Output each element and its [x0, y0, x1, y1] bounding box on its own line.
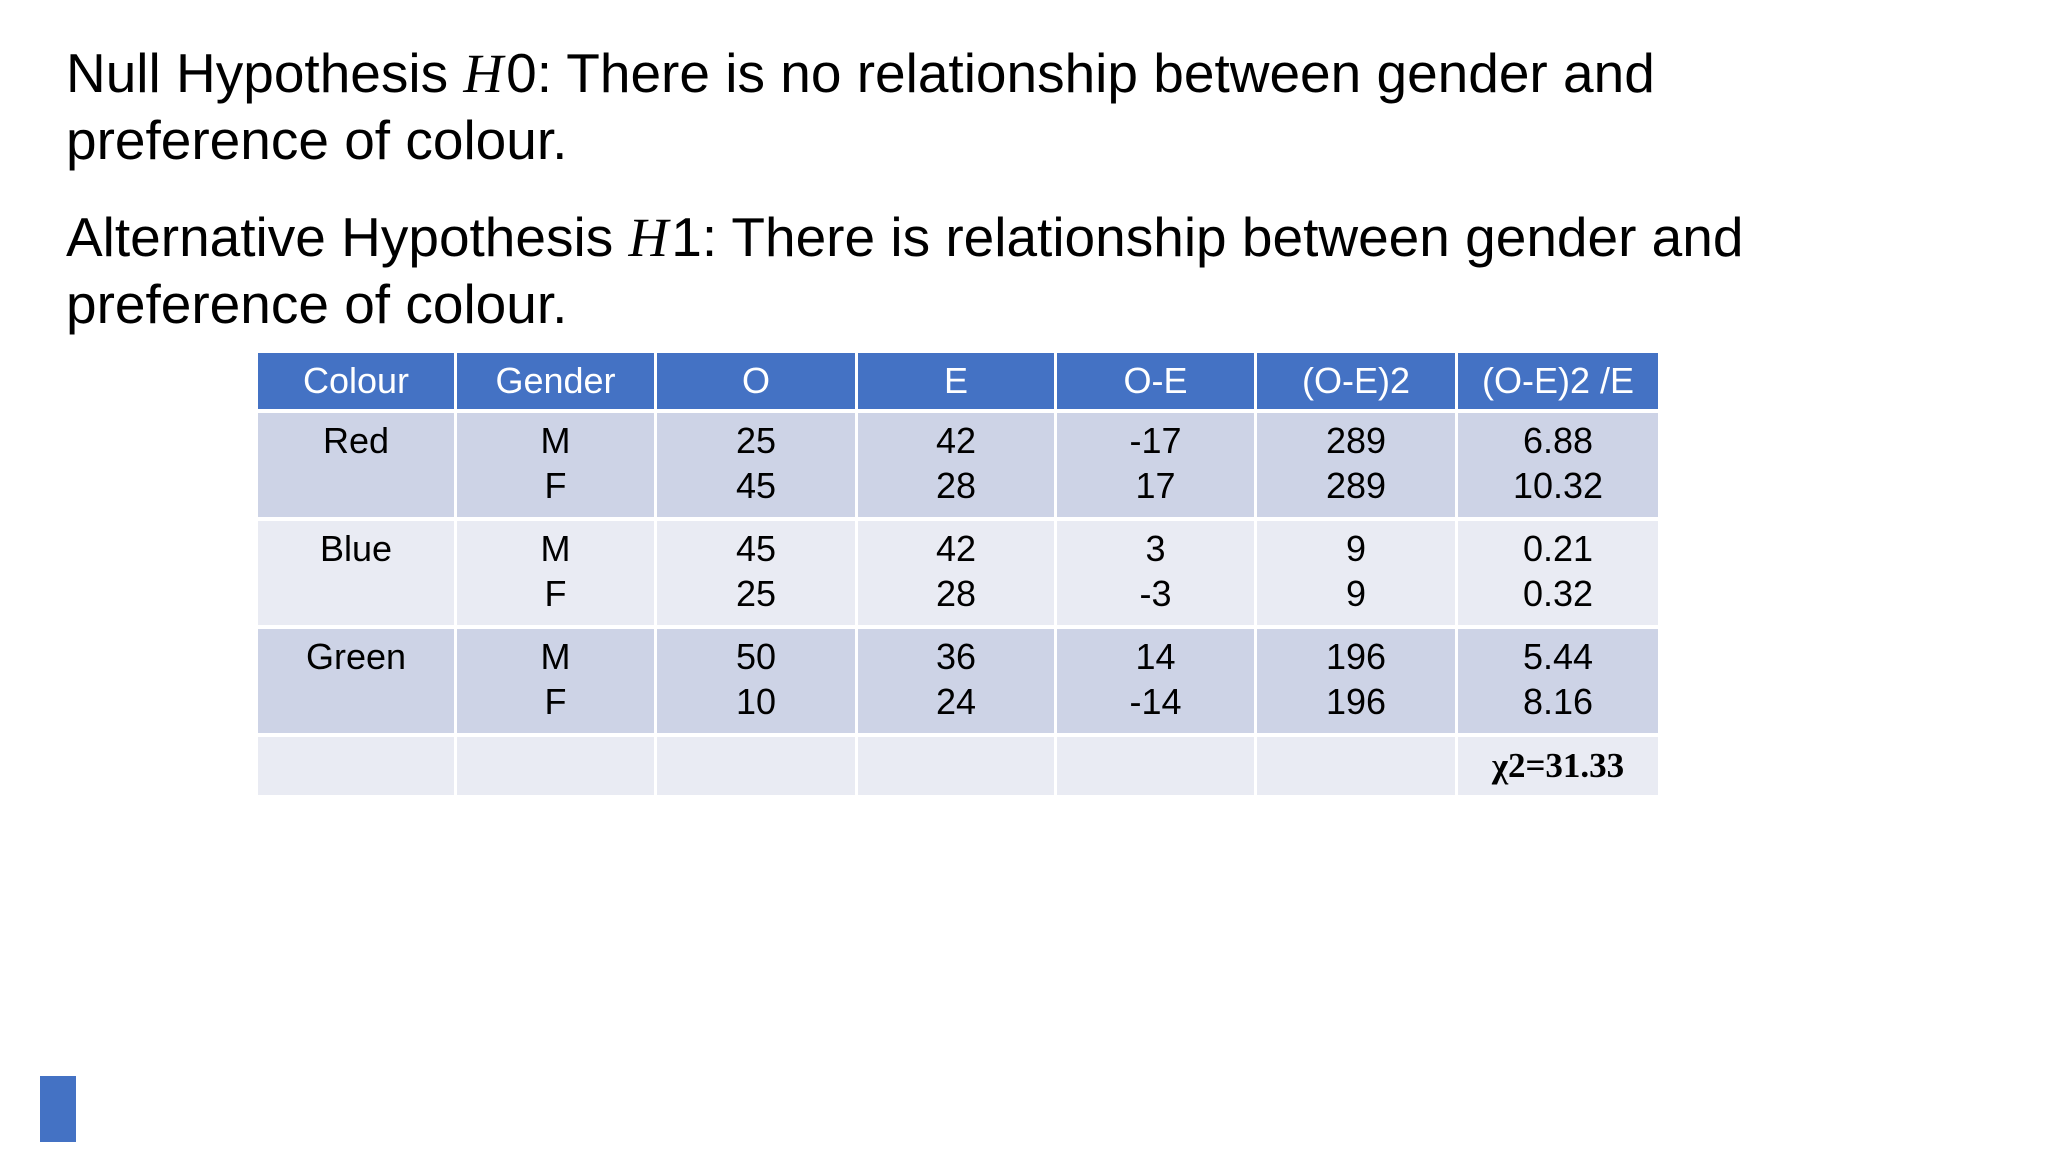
decorative-blue-rectangle	[40, 1076, 76, 1142]
cell-o-minus-e-squared-over-e: 5.44 8.16	[1458, 629, 1658, 733]
column-header-observed: O	[657, 353, 855, 409]
null-hypothesis-text: Null Hypothesis H0: There is no relation…	[66, 40, 1906, 174]
table-header-row: Colour Gender O E O-E (O-E)2 (O-E)2 /E	[258, 353, 1658, 409]
column-header-o-minus-e-squared-over-e: (O-E)2 /E	[1458, 353, 1658, 409]
column-header-o-minus-e-squared: (O-E)2	[1257, 353, 1455, 409]
cell-empty	[1257, 737, 1455, 795]
cell-o-minus-e-squared-over-e: 0.21 0.32	[1458, 521, 1658, 625]
cell-observed: 50 10	[657, 629, 855, 733]
cell-colour: Blue	[258, 521, 454, 625]
column-header-colour: Colour	[258, 353, 454, 409]
cell-o-minus-e: -17 17	[1057, 413, 1254, 517]
cell-empty	[1057, 737, 1254, 795]
alternative-hypothesis-prefix: Alternative Hypothesis	[66, 206, 629, 269]
cell-observed: 45 25	[657, 521, 855, 625]
cell-chi-square-total: χ2=31.33	[1458, 737, 1658, 795]
cell-empty	[657, 737, 855, 795]
cell-o-minus-e-squared-over-e: 6.88 10.32	[1458, 413, 1658, 517]
cell-observed: 25 45	[657, 413, 855, 517]
h0-symbol: H	[463, 43, 504, 104]
colour-label: Blue	[319, 528, 393, 569]
cell-empty	[858, 737, 1054, 795]
null-hypothesis-body: 0: There is no relationship between gend…	[66, 42, 1655, 172]
table-footer-row: χ2=31.33	[258, 737, 1658, 795]
chi-square-total-value: χ2=31.33	[1491, 746, 1625, 785]
cell-colour: Red	[258, 413, 454, 517]
alternative-hypothesis-body: 1: There is relationship between gender …	[66, 206, 1744, 336]
cell-o-minus-e: 14 -14	[1057, 629, 1254, 733]
cell-colour: Green	[258, 629, 454, 733]
alternative-hypothesis-text: Alternative Hypothesis H1: There is rela…	[66, 204, 1906, 338]
column-header-gender: Gender	[457, 353, 654, 409]
cell-o-minus-e-squared: 289 289	[1257, 413, 1455, 517]
column-header-expected: E	[858, 353, 1054, 409]
chi-square-table: Colour Gender O E O-E (O-E)2 (O-E)2 /E R…	[255, 349, 1661, 799]
colour-label: Green	[305, 636, 407, 677]
cell-empty	[457, 737, 654, 795]
cell-o-minus-e: 3 -3	[1057, 521, 1254, 625]
h1-symbol: H	[628, 207, 669, 269]
cell-o-minus-e-squared: 196 196	[1257, 629, 1455, 733]
colour-label: Red	[322, 420, 390, 461]
cell-expected: 42 28	[858, 413, 1054, 517]
hypothesis-text-block: Null Hypothesis H0: There is no relation…	[66, 40, 1906, 368]
null-hypothesis-prefix: Null Hypothesis	[66, 42, 464, 104]
cell-expected: 36 24	[858, 629, 1054, 733]
column-header-o-minus-e: O-E	[1057, 353, 1254, 409]
cell-expected: 42 28	[858, 521, 1054, 625]
cell-empty	[258, 737, 454, 795]
